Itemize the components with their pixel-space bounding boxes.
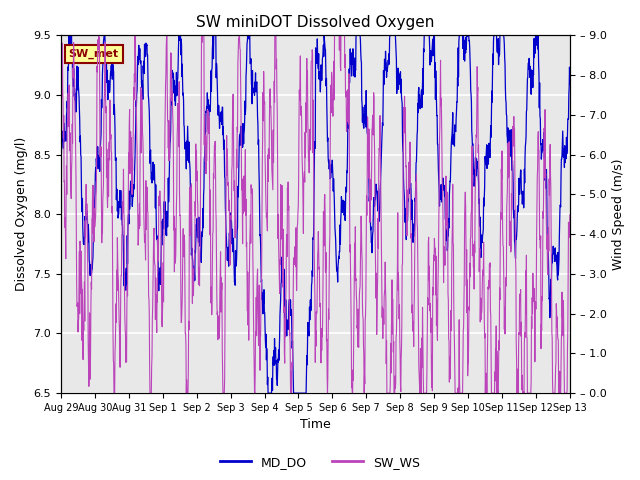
Legend: MD_DO, SW_WS: MD_DO, SW_WS: [214, 451, 426, 474]
Text: SW_met: SW_met: [68, 49, 119, 59]
X-axis label: Time: Time: [300, 419, 331, 432]
Y-axis label: Dissolved Oxygen (mg/l): Dissolved Oxygen (mg/l): [15, 137, 28, 291]
Title: SW miniDOT Dissolved Oxygen: SW miniDOT Dissolved Oxygen: [196, 15, 435, 30]
Y-axis label: Wind Speed (m/s): Wind Speed (m/s): [612, 158, 625, 270]
